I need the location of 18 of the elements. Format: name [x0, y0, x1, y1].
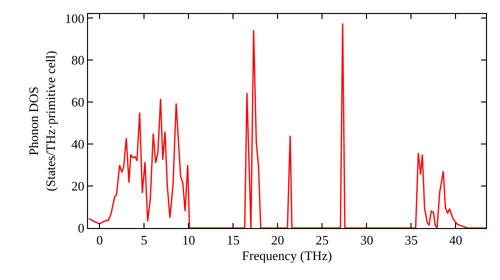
y-tick-label: 20 [71, 178, 84, 194]
line-series [88, 22, 486, 228]
y-tick-label: 80 [71, 52, 84, 68]
y-tick-label: 40 [71, 136, 84, 152]
x-tick-label: 30 [360, 232, 374, 248]
y-axis-title: Phonon DOS (States/THz·primitive cell) [26, 50, 58, 192]
y-tick-label: 0 [78, 220, 84, 236]
x-tick-label: 40 [449, 232, 462, 248]
x-axis-title: Frequency (THz) [242, 248, 332, 264]
x-tick-label: 20 [271, 232, 284, 248]
y-tick-label: 100 [64, 10, 84, 26]
y-tick-label: 60 [71, 94, 84, 110]
x-tick-label: 25 [316, 232, 329, 248]
x-tick-label: 15 [226, 232, 240, 248]
x-tick-label: 35 [404, 232, 418, 248]
x-tick-label: 5 [140, 232, 148, 248]
x-tick-label: 10 [182, 232, 196, 248]
x-tick-label: 0 [96, 232, 103, 248]
